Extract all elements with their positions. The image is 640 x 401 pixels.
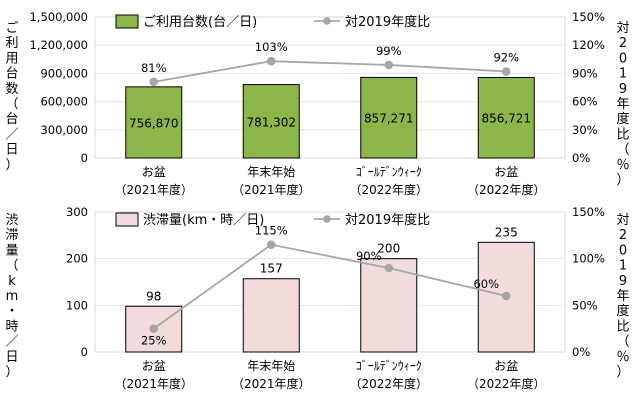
ratio-value-label: 92% <box>493 51 519 65</box>
y-tick-label: 600,000 <box>40 95 88 109</box>
ratio-point <box>501 291 511 301</box>
congestion-chart: 300 200 100 0 150% 100% 50% 0% 渋滞量（ k m ・時／日） 対 2 0 1 9 年… <box>5 205 629 391</box>
ratio-value-label: 25% <box>141 334 167 348</box>
ratio-value-label: 60% <box>473 277 499 291</box>
bar-value-label: 781,302 <box>246 115 296 129</box>
y2-tick-label: 30% <box>572 123 598 137</box>
ratio-value-label: 115% <box>255 224 288 238</box>
category-sublabel: （2021年度） <box>114 376 193 391</box>
y2-tick-label: 150% <box>572 205 605 219</box>
y2-tick-label: 120% <box>572 38 605 52</box>
legend-bar-label: ご利用台数(台／日) <box>143 14 257 30</box>
legend-line-marker <box>323 17 331 25</box>
ratio-point <box>384 263 394 273</box>
ratio-point <box>149 77 159 87</box>
plot-frame <box>94 211 566 353</box>
bar <box>360 76 418 159</box>
category-sublabel: （2022年度） <box>349 376 428 391</box>
legend-line-label: 対2019年度比 <box>345 212 430 228</box>
y2-tick-label: 0% <box>572 151 590 165</box>
y2-tick-label: 100% <box>572 252 605 266</box>
bar-value-label: 756,870 <box>129 116 179 130</box>
ratio-point <box>266 240 276 249</box>
legend-bar-label: 渋滞量(km・時／日) <box>143 213 264 228</box>
bar <box>242 278 300 353</box>
y2-tick-label: 50% <box>572 298 598 312</box>
category-label: お盆 <box>494 165 518 179</box>
y2-tick-label: 150% <box>572 10 605 24</box>
y2-tick-label: 60% <box>572 95 598 109</box>
bar-value-label: 157 <box>260 262 283 276</box>
ratio-value-label: 103% <box>255 40 288 54</box>
bar <box>125 86 183 159</box>
category-sublabel: （2021年度） <box>232 182 311 197</box>
category-sublabel: （2022年度） <box>467 376 546 391</box>
legend-bar-swatch <box>115 14 139 29</box>
y2-tick-label: 90% <box>572 66 598 80</box>
category-sublabel: （2022年度） <box>349 182 428 197</box>
bar-value-label: 856,721 <box>481 112 531 126</box>
y-tick-label: 200 <box>66 252 88 266</box>
y-tick-label: 100 <box>66 298 88 312</box>
category-sublabel: （2021年度） <box>232 376 311 391</box>
y2-axis-title: 対 2 0 1 9 年度比（％） <box>616 21 629 188</box>
y-tick-label: 0 <box>81 345 88 359</box>
y-tick-label: 0 <box>81 151 88 165</box>
ratio-line <box>153 243 507 330</box>
ratio-value-label: 81% <box>141 61 167 75</box>
y2-axis-title: 対 2 0 1 9 年度比（％） <box>616 213 629 380</box>
y-tick-label: 1,500,000 <box>29 10 88 24</box>
category-label: お盆 <box>142 359 166 373</box>
ratio-point <box>149 324 159 333</box>
category-label: ｺﾞｰﾙﾃﾞﾝｳｨｰｸ <box>356 165 422 179</box>
category-label: お盆 <box>142 165 166 179</box>
bar <box>360 258 418 353</box>
ratio-point <box>501 67 511 76</box>
category-sublabel: （2021年度） <box>114 182 193 197</box>
category-label: 年末年始 <box>247 359 295 373</box>
plot-frame <box>94 16 566 159</box>
category-label: ｺﾞｰﾙﾃﾞﾝｳｨｰｸ <box>356 359 422 373</box>
y-tick-label: 300,000 <box>40 123 88 137</box>
ratio-point <box>266 56 276 66</box>
ratio-point <box>384 60 394 70</box>
bar <box>477 76 535 159</box>
bar-value-label: 857,271 <box>364 112 414 126</box>
legend-line-marker <box>323 215 331 223</box>
bar-value-label: 200 <box>377 242 400 256</box>
bar-value-label: 98 <box>146 289 161 303</box>
bar <box>242 84 300 159</box>
y-axis-title: 渋滞量（ k m ・時／日） <box>5 213 18 380</box>
legend-bar-swatch <box>115 212 139 227</box>
usage-chart: 1,500,000 1,200,000 900,000 600,000 300,000 0… <box>5 10 629 197</box>
ratio-value-label: 99% <box>376 44 402 58</box>
y-tick-label: 300 <box>66 205 88 219</box>
category-label: 年末年始 <box>247 165 295 179</box>
y-tick-label: 1,200,000 <box>29 38 88 52</box>
category-label: お盆 <box>494 359 518 373</box>
category-sublabel: （2022年度） <box>467 182 546 197</box>
bar-value-label: 235 <box>495 225 518 239</box>
y-axis-title: ご利用台数（台／日） <box>5 20 18 173</box>
legend-line-label: 対2019年度比 <box>345 14 430 30</box>
y2-tick-label: 0% <box>572 345 590 359</box>
ratio-value-label: 90% <box>356 249 382 263</box>
ratio-line <box>153 60 507 83</box>
y-tick-label: 900,000 <box>40 66 88 80</box>
